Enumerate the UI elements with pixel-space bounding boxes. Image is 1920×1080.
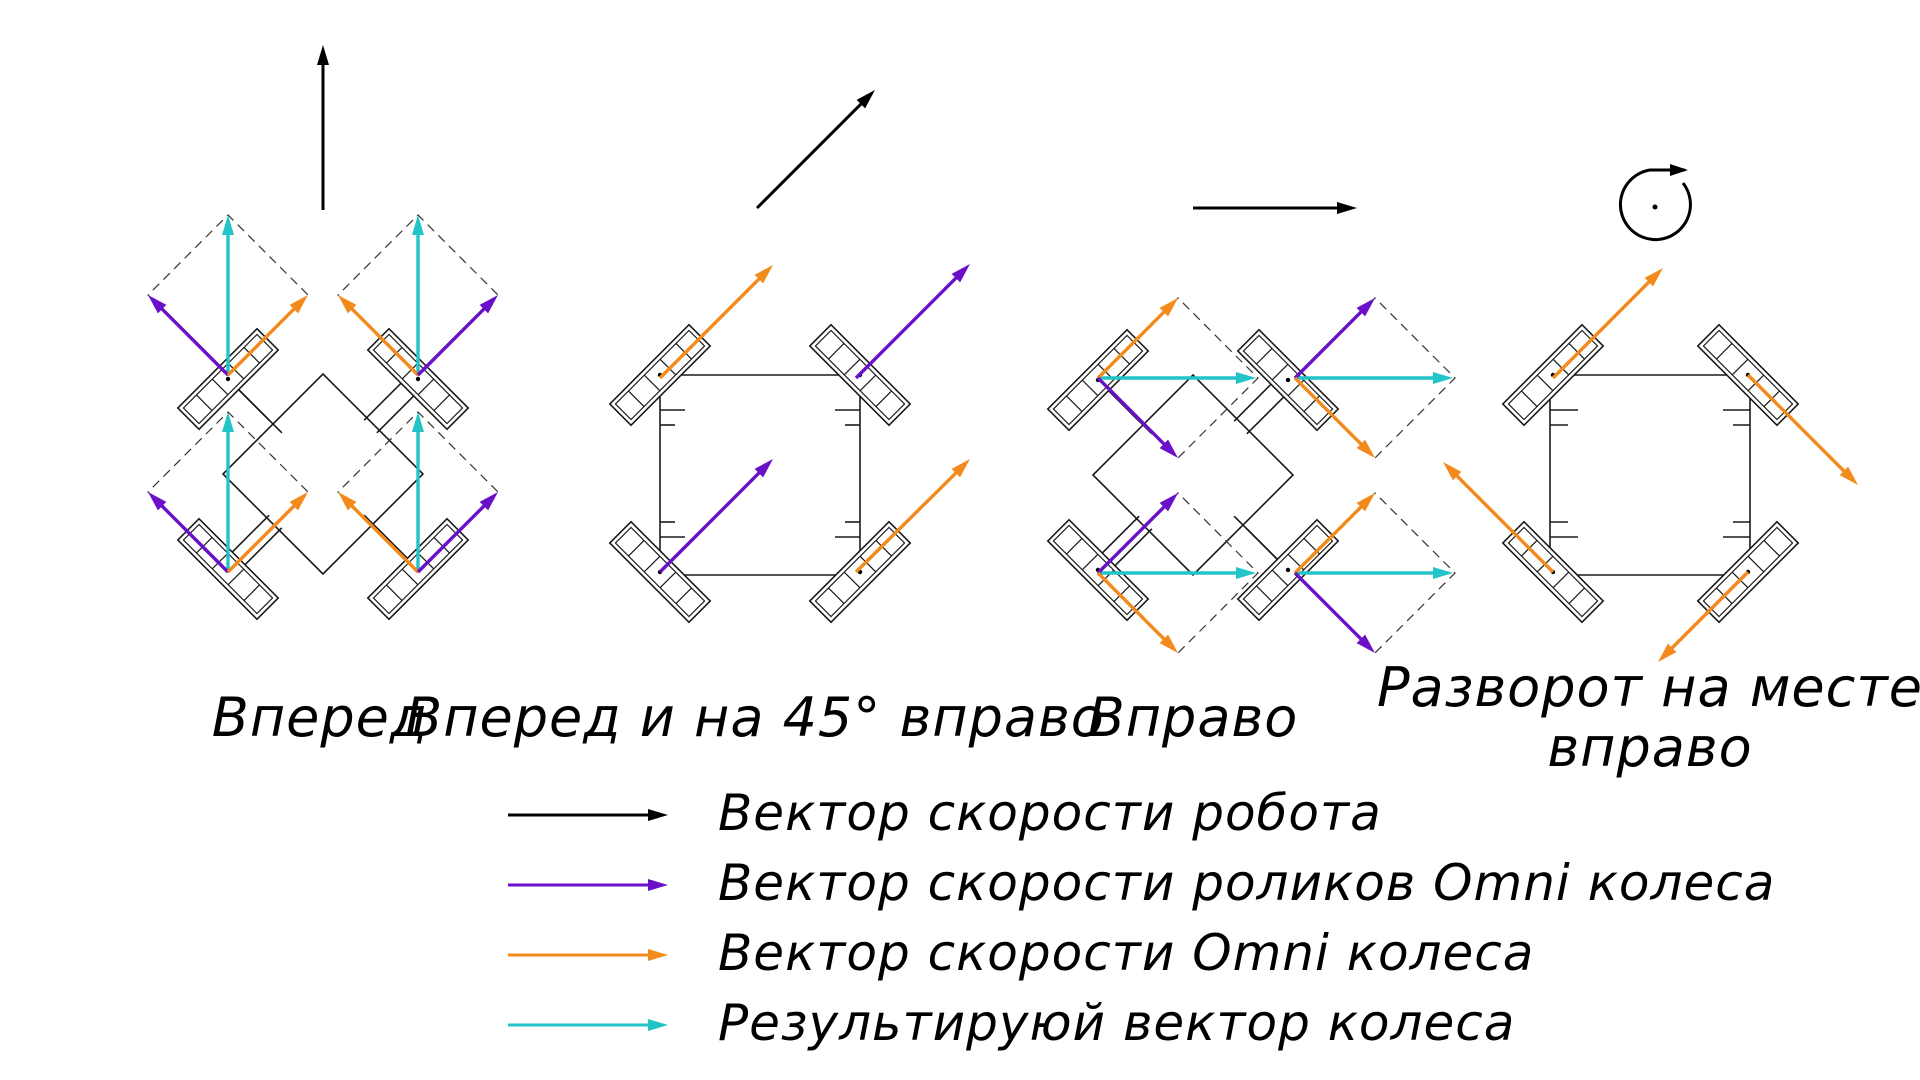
fwd-result-arrow-rear-right [412, 412, 424, 572]
fwd-right-arrow-rear-left [226, 492, 308, 574]
legend-arrow-roller [508, 879, 668, 891]
legend-item-roller: Вектор скорости роликов Omni колеса [508, 854, 1775, 912]
rt-body [1091, 373, 1295, 577]
f45-roller-arrow-front-right [854, 264, 970, 380]
panel-forward-45-right [608, 90, 970, 624]
rt-down-arrow-rear-right [1293, 571, 1375, 653]
robot-velocity-arrow [755, 90, 875, 210]
legend-label-roller: Вектор скорости роликов Omni колеса [718, 854, 1775, 912]
robot-velocity-arrow [1193, 202, 1357, 214]
rotation-icon [1618, 164, 1692, 242]
rot-wheel-arrow-front-right [1746, 373, 1858, 485]
caption-forward: Вперед [212, 686, 428, 749]
rt-result-arrow-rear-left [1098, 567, 1256, 579]
rot-body [1549, 374, 1751, 576]
rt-up-arrow-front-left [1096, 298, 1178, 380]
fwd-result-arrow-front-left [222, 215, 234, 375]
rt-down-arrow-front-right [1293, 376, 1375, 458]
rt-wheel-front-right [1236, 328, 1340, 432]
legend-item-robot: Вектор скорости робота [508, 784, 1382, 842]
rt-down-arrow-front-left [1096, 376, 1178, 458]
f45-axle-rear-left [660, 521, 685, 538]
panel-rotate-right [1443, 164, 1858, 662]
f45-axle-front-left [660, 409, 685, 426]
robot-velocity-arrow [317, 45, 329, 210]
rt-result-arrow-rear-right [1295, 567, 1453, 579]
fwd-result-arrow-front-right [412, 215, 424, 375]
rt-up-arrow-rear-left [1096, 493, 1178, 575]
f45-axle-rear-right [835, 521, 860, 538]
f45-axle-front-right [835, 409, 860, 426]
rt-wheel-rear-left [1046, 518, 1150, 622]
caption-rotate-right-line2: вправо [1547, 716, 1752, 779]
f45-roller-arrow-rear-left [658, 459, 773, 574]
f45-body [659, 374, 861, 576]
rot-wheel-arrow-rear-left [1443, 462, 1555, 574]
fwd-wheel-front-right [366, 327, 470, 431]
rot-wheel-front-left [1501, 323, 1605, 427]
f45-wheel-front-left [608, 323, 712, 427]
fwd-left-arrow-rear-left [148, 492, 230, 574]
f45-wheel-arrow-rear-right [854, 459, 970, 574]
legend-arrow-robot [508, 809, 668, 821]
fwd-wheel-front-left [176, 327, 280, 431]
caption-right: Вправо [1088, 686, 1299, 749]
legend-arrow-line-roller [508, 879, 668, 891]
rt-up-arrow-rear-right [1293, 493, 1375, 575]
fwd-result-arrow-rear-left [222, 412, 234, 572]
panel-right [1046, 202, 1456, 654]
fwd-left-arrow-rear-right [338, 492, 420, 574]
legend-arrow-result [508, 1019, 668, 1031]
f45-wheel-arrow-front-left [658, 265, 773, 380]
rt-up-arrow-front-right [1293, 298, 1375, 380]
caption-forward-45-right: Вперед и на 45° вправо [405, 686, 1105, 749]
legend-label-wheel: Вектор скорости Omni колеса [718, 924, 1534, 982]
rot-axle-front-left [1550, 409, 1578, 426]
fwd-right-arrow-front-right [416, 295, 498, 377]
fwd-left-arrow-front-left [148, 295, 230, 377]
legend-arrow-wheel [508, 949, 668, 961]
legend-arrow-line-result [508, 1019, 668, 1031]
legend-arrow-line-robot [508, 809, 668, 821]
rot-wheel-arrow-front-left [1551, 268, 1663, 380]
legend-item-result: Результируюй вектор колеса [508, 994, 1515, 1052]
legend-label-result: Результируюй вектор колеса [718, 994, 1515, 1052]
fwd-right-arrow-front-left [226, 295, 308, 377]
rot-axle-front-right [1723, 409, 1750, 426]
fwd-left-arrow-front-right [338, 295, 420, 377]
legend-item-wheel: Вектор скорости Omni колеса [508, 924, 1534, 982]
fwd-right-arrow-rear-right [416, 492, 498, 574]
rt-down-arrow-rear-left [1096, 571, 1178, 653]
f45-wheel-rear-right [808, 520, 912, 624]
legend-label-robot: Вектор скорости робота [718, 784, 1382, 842]
panel-forward [147, 45, 499, 621]
rt-result-arrow-front-right [1295, 372, 1453, 384]
rot-axle-rear-left [1550, 521, 1578, 538]
rot-axle-rear-right [1723, 521, 1750, 538]
legend-arrow-line-wheel [508, 949, 668, 961]
caption-rotate-right-line1: Разворот на месте [1377, 656, 1920, 719]
rot-wheel-arrow-rear-right [1658, 570, 1750, 662]
rt-result-arrow-front-left [1098, 372, 1256, 384]
legend: Вектор скорости робота Вектор скорости р… [508, 784, 1775, 1052]
